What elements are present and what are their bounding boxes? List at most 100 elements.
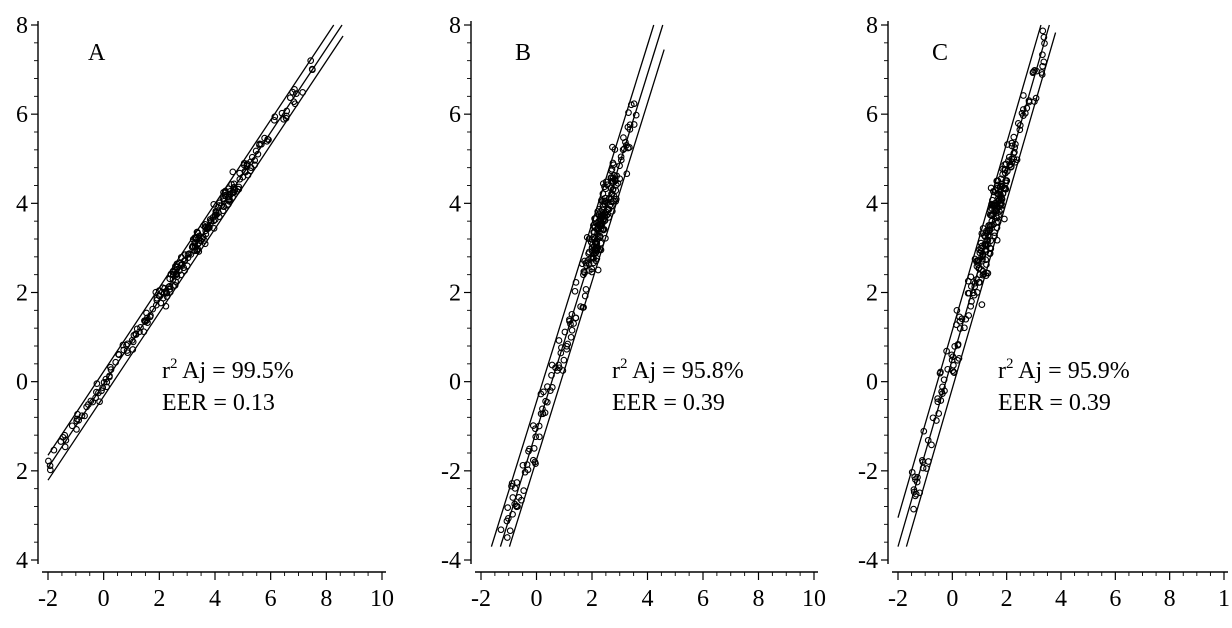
r2-superscript: 2	[1006, 356, 1014, 372]
data-point	[599, 225, 607, 233]
data-point	[951, 343, 959, 350]
data-point	[1031, 67, 1038, 74]
data-point	[292, 90, 300, 97]
data-point	[252, 147, 260, 155]
data-point	[594, 266, 602, 274]
data-point	[608, 190, 616, 198]
data-point	[497, 526, 505, 534]
data-point	[115, 351, 123, 359]
x-tick-label: 4	[1055, 586, 1067, 612]
data-point	[508, 480, 516, 487]
data-point	[953, 321, 960, 329]
data-point	[617, 153, 625, 161]
y-tick-label: 8	[449, 13, 461, 39]
y-tick-label: 0	[866, 370, 878, 396]
data-point	[215, 213, 223, 221]
data-point	[1005, 157, 1012, 165]
data-point	[971, 283, 979, 291]
panel-label: A	[88, 40, 106, 66]
data-point	[506, 527, 514, 535]
data-point	[588, 265, 596, 273]
data-point	[566, 316, 573, 323]
r2-value: Aj = 99.5%	[178, 358, 294, 384]
data-point	[584, 257, 592, 264]
data-point	[987, 237, 995, 245]
data-point	[511, 485, 519, 492]
data-point	[81, 412, 88, 420]
data-point	[592, 214, 599, 222]
data-point	[630, 121, 638, 128]
data-point	[625, 109, 632, 116]
data-point	[967, 283, 975, 290]
data-point	[982, 272, 990, 279]
data-point	[1016, 122, 1024, 129]
data-point	[187, 251, 195, 258]
data-point	[220, 197, 228, 205]
data-point	[591, 235, 599, 243]
r2-value: Aj = 95.8%	[628, 358, 744, 384]
data-point	[61, 443, 69, 451]
data-point	[201, 240, 209, 248]
x-tick-label: 2	[586, 586, 598, 612]
x-tick-label: 8	[1164, 586, 1176, 612]
data-point	[537, 390, 545, 398]
data-point	[1032, 94, 1040, 102]
data-point	[967, 273, 975, 281]
data-point	[577, 303, 584, 310]
data-point	[112, 358, 120, 366]
data-point	[967, 302, 975, 310]
y-tick-label: 0	[16, 370, 28, 396]
data-point	[914, 474, 921, 481]
data-point	[1040, 58, 1048, 66]
y-tick-label: -4	[441, 548, 461, 574]
data-point	[973, 289, 981, 296]
data-point	[567, 333, 575, 341]
data-point	[918, 457, 926, 464]
data-point	[210, 225, 218, 232]
data-point	[978, 301, 986, 308]
data-point	[46, 466, 54, 474]
data-point	[591, 238, 599, 246]
r2-annotation: r2 Aj = 95.8%	[612, 356, 744, 384]
data-point	[133, 325, 141, 333]
data-point	[980, 232, 988, 239]
data-point	[582, 286, 590, 293]
data-point	[986, 249, 994, 257]
data-point	[1006, 161, 1014, 169]
data-point	[601, 217, 608, 225]
data-point	[521, 468, 529, 476]
data-point	[103, 378, 111, 386]
data-point	[143, 309, 150, 317]
data-point	[988, 201, 996, 209]
data-point	[997, 175, 1005, 183]
data-point	[1014, 120, 1022, 127]
data-point	[928, 441, 935, 449]
x-tick-label: 0	[946, 586, 958, 612]
data-point	[956, 325, 964, 332]
data-point	[976, 271, 984, 278]
data-point	[949, 353, 957, 361]
data-point	[149, 305, 157, 313]
data-point	[503, 517, 511, 525]
data-point	[173, 260, 181, 268]
x-tick-label: 6	[265, 586, 277, 612]
data-point	[271, 113, 279, 121]
data-point	[1040, 33, 1048, 41]
data-point	[548, 361, 556, 369]
data-point	[611, 146, 619, 153]
data-point	[184, 250, 192, 258]
data-point	[934, 398, 942, 406]
x-tick-label: 8	[320, 586, 332, 612]
y-tick-label: 4	[16, 548, 28, 574]
data-point	[152, 301, 160, 309]
data-point	[609, 178, 617, 185]
prediction-band-line	[897, 24, 1042, 518]
data-point	[936, 369, 944, 377]
data-point	[950, 369, 958, 376]
data-point	[1004, 141, 1011, 148]
data-point	[153, 294, 161, 302]
data-point	[979, 252, 987, 260]
r2-symbol: r	[998, 358, 1006, 384]
data-point	[1020, 92, 1027, 99]
data-point	[92, 394, 99, 402]
